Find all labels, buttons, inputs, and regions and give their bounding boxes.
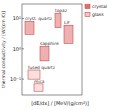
range-box [25,21,34,34]
item-label: fused quartz [28,65,56,70]
y-tick [22,48,24,49]
range-box [64,25,73,43]
range-box [55,13,61,27]
range-box [34,84,43,91]
item-label: LiF [64,20,71,25]
legend-label: crystal [92,4,107,9]
item-label: mica [34,79,45,84]
item-label: topaz [55,8,68,13]
y-tick [22,79,24,80]
y-tick-label: 10¹ [13,15,21,21]
legend-swatch [85,5,90,9]
range-box [40,46,49,60]
item-label: cryst. quartz [25,16,53,21]
legend-label: glass [92,12,104,17]
marks [25,13,73,91]
y-tick-label: 10⁰ [13,46,21,52]
y-axis-title: thermal conductivity / [W/(cm K)] [1,11,6,88]
y-tick-label: 10⁻¹ [10,76,21,82]
x-axis-title: [dE/dx] / [MeV/(g/cm²)] [31,100,89,107]
plot-frame [22,4,82,95]
item-label: sapphire [40,41,59,46]
legend-swatch [85,13,90,17]
y-tick [22,18,24,19]
